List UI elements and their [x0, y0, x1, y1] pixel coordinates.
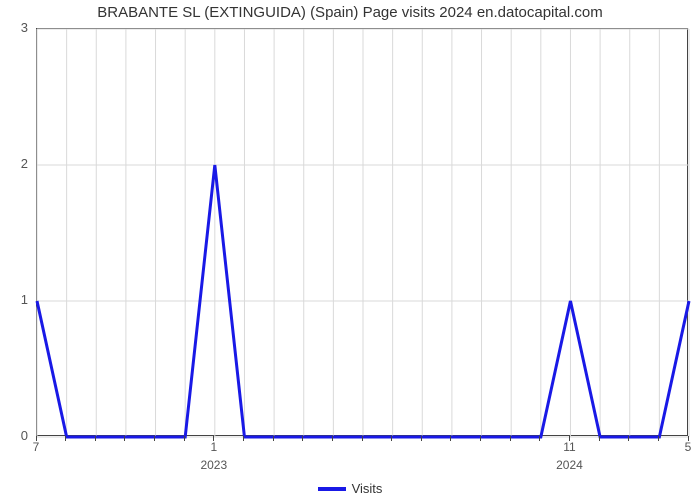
x-tick-mark [332, 436, 333, 441]
legend-label: Visits [352, 481, 383, 496]
y-tick-label: 1 [21, 292, 28, 307]
y-tick-label: 3 [21, 20, 28, 35]
legend-swatch [318, 487, 346, 491]
x-tick-mark [510, 436, 511, 441]
x-tick-mark [450, 436, 451, 441]
x-tick-mark [154, 436, 155, 441]
x-tick-mark [421, 436, 422, 441]
plot-area [36, 28, 688, 436]
x-tick-label: 11 [557, 440, 581, 454]
chart-title: BRABANTE SL (EXTINGUIDA) (Spain) Page vi… [0, 4, 700, 21]
legend: Visits [0, 480, 700, 496]
x-group-label: 2024 [539, 458, 599, 472]
x-tick-mark [65, 436, 66, 441]
x-tick-mark [124, 436, 125, 441]
x-tick-mark [243, 436, 244, 441]
y-tick-label: 2 [21, 156, 28, 171]
x-tick-mark [539, 436, 540, 441]
plot-svg [37, 29, 689, 437]
x-group-label: 2023 [184, 458, 244, 472]
x-tick-mark [599, 436, 600, 441]
x-tick-mark [658, 436, 659, 441]
x-tick-label: 7 [24, 440, 48, 454]
x-tick-mark [362, 436, 363, 441]
x-tick-mark [480, 436, 481, 441]
x-tick-label: 5 [676, 440, 700, 454]
x-tick-mark [302, 436, 303, 441]
x-tick-label: 1 [202, 440, 226, 454]
x-tick-mark [628, 436, 629, 441]
chart-container: BRABANTE SL (EXTINGUIDA) (Spain) Page vi… [0, 0, 700, 500]
x-tick-mark [391, 436, 392, 441]
x-tick-mark [184, 436, 185, 441]
x-tick-mark [273, 436, 274, 441]
x-tick-mark [95, 436, 96, 441]
